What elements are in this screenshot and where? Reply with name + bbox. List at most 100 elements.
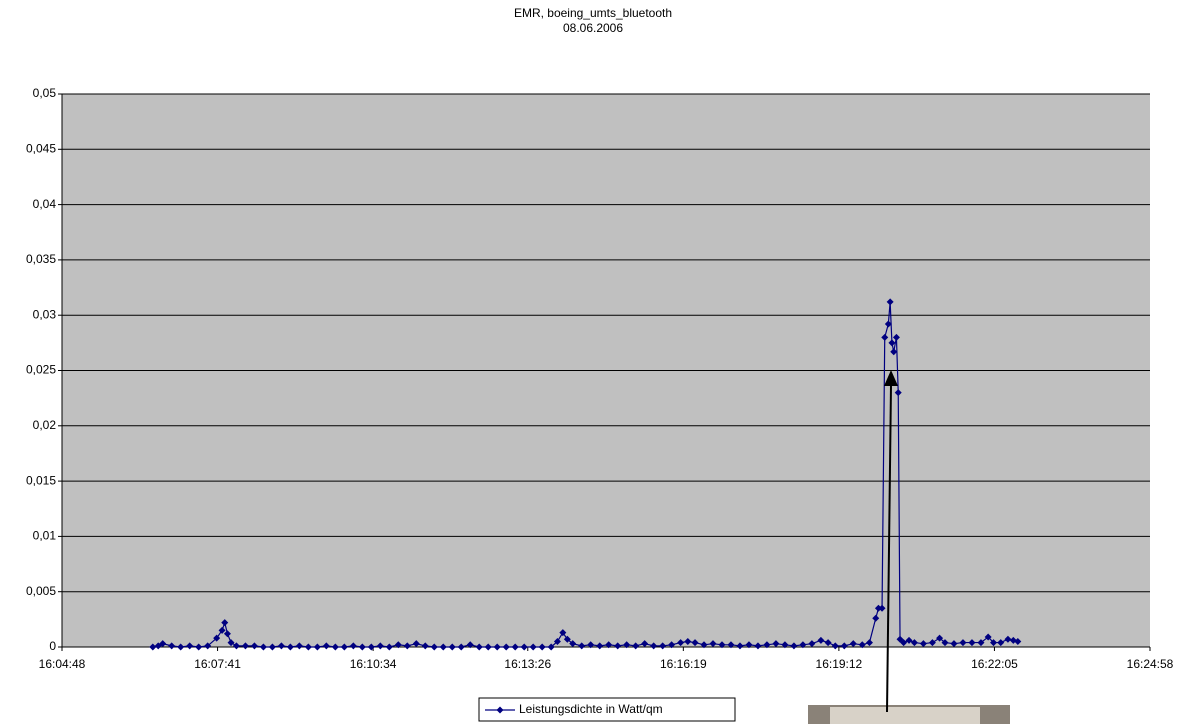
x-tick-label: 16:10:34 bbox=[350, 657, 397, 671]
data-point bbox=[900, 639, 908, 647]
data-point bbox=[313, 643, 321, 651]
x-tick-label: 16:04:48 bbox=[39, 657, 86, 671]
data-point bbox=[538, 643, 546, 651]
data-point bbox=[241, 642, 249, 650]
data-point bbox=[736, 642, 744, 650]
data-point bbox=[865, 639, 873, 647]
data-point bbox=[195, 643, 203, 651]
data-point bbox=[684, 637, 692, 645]
data-point bbox=[910, 639, 918, 647]
data-point bbox=[817, 636, 825, 644]
data-point bbox=[227, 639, 235, 647]
data-point bbox=[890, 348, 898, 356]
data-point bbox=[1004, 635, 1012, 643]
data-point bbox=[223, 630, 231, 638]
y-tick-label: 0,01 bbox=[33, 529, 57, 543]
x-tick-label: 16:07:41 bbox=[194, 657, 241, 671]
data-point bbox=[709, 640, 717, 648]
data-point bbox=[718, 641, 726, 649]
data-point bbox=[840, 642, 848, 650]
data-point bbox=[259, 643, 267, 651]
data-point bbox=[892, 333, 900, 341]
data-point bbox=[677, 639, 685, 647]
data-point bbox=[587, 641, 595, 649]
data-point bbox=[295, 642, 303, 650]
data-point bbox=[358, 643, 366, 651]
y-tick-label: 0,035 bbox=[26, 252, 56, 266]
data-point bbox=[650, 642, 658, 650]
y-tick-label: 0,025 bbox=[26, 363, 56, 377]
data-point bbox=[331, 643, 339, 651]
data-point bbox=[385, 643, 393, 651]
data-point bbox=[881, 333, 889, 341]
data-point bbox=[553, 637, 561, 645]
data-point bbox=[277, 642, 285, 650]
data-point bbox=[596, 642, 604, 650]
data-point bbox=[950, 640, 958, 648]
data-point bbox=[563, 635, 571, 643]
y-tick-label: 0,04 bbox=[33, 197, 57, 211]
data-point bbox=[286, 643, 294, 651]
data-point bbox=[727, 641, 735, 649]
x-tick-label: 16:22:05 bbox=[971, 657, 1018, 671]
data-point bbox=[466, 641, 474, 649]
data-point bbox=[177, 643, 185, 651]
data-point bbox=[394, 641, 402, 649]
x-tick-label: 16:16:19 bbox=[660, 657, 707, 671]
data-point bbox=[668, 641, 676, 649]
data-point bbox=[614, 642, 622, 650]
data-point bbox=[941, 639, 949, 647]
data-point bbox=[403, 642, 411, 650]
data-point bbox=[605, 641, 613, 649]
data-point bbox=[268, 643, 276, 651]
y-tick-label: 0,015 bbox=[26, 473, 56, 487]
data-point bbox=[824, 639, 832, 647]
legend-marker bbox=[496, 706, 504, 714]
x-tick-label: 16:24:58 bbox=[1127, 657, 1174, 671]
data-point bbox=[884, 320, 892, 328]
y-tick-label: 0,05 bbox=[33, 86, 57, 100]
data-point bbox=[936, 634, 944, 642]
y-tick-label: 0,045 bbox=[26, 141, 56, 155]
data-point bbox=[168, 642, 176, 650]
data-point bbox=[511, 643, 519, 651]
photo-detail bbox=[830, 707, 980, 724]
data-point bbox=[340, 643, 348, 651]
y-tick-label: 0 bbox=[49, 639, 56, 653]
data-point bbox=[457, 643, 465, 651]
data-point bbox=[439, 643, 447, 651]
data-point bbox=[493, 643, 501, 651]
data-point bbox=[858, 641, 866, 649]
chart-subtitle: 08.06.2006 bbox=[563, 21, 623, 35]
data-point bbox=[304, 643, 312, 651]
data-point bbox=[799, 641, 807, 649]
y-tick-label: 0,005 bbox=[26, 584, 56, 598]
data-point bbox=[959, 639, 967, 647]
data-point bbox=[872, 614, 880, 622]
data-point bbox=[790, 642, 798, 650]
data-point bbox=[186, 642, 194, 650]
data-point bbox=[250, 642, 258, 650]
legend bbox=[478, 697, 736, 722]
annotation-arrow-head bbox=[884, 370, 898, 386]
data-point bbox=[691, 639, 699, 647]
legend-label: Leistungsdichte in Watt/qm bbox=[519, 702, 663, 716]
data-point bbox=[232, 642, 240, 650]
x-tick-label: 16:19:12 bbox=[816, 657, 863, 671]
data-point bbox=[905, 636, 913, 644]
data-point bbox=[928, 639, 936, 647]
data-point bbox=[808, 640, 816, 648]
data-point bbox=[430, 643, 438, 651]
data-point bbox=[888, 339, 896, 347]
y-tick-label: 0,03 bbox=[33, 307, 57, 321]
data-point bbox=[221, 619, 229, 627]
data-point bbox=[218, 626, 226, 634]
data-point bbox=[213, 634, 221, 642]
data-point bbox=[997, 639, 1005, 647]
data-point bbox=[578, 642, 586, 650]
data-point bbox=[754, 642, 762, 650]
data-point bbox=[569, 640, 577, 648]
data-point bbox=[529, 643, 537, 651]
data-point bbox=[700, 641, 708, 649]
annotation-arrow bbox=[886, 384, 892, 713]
